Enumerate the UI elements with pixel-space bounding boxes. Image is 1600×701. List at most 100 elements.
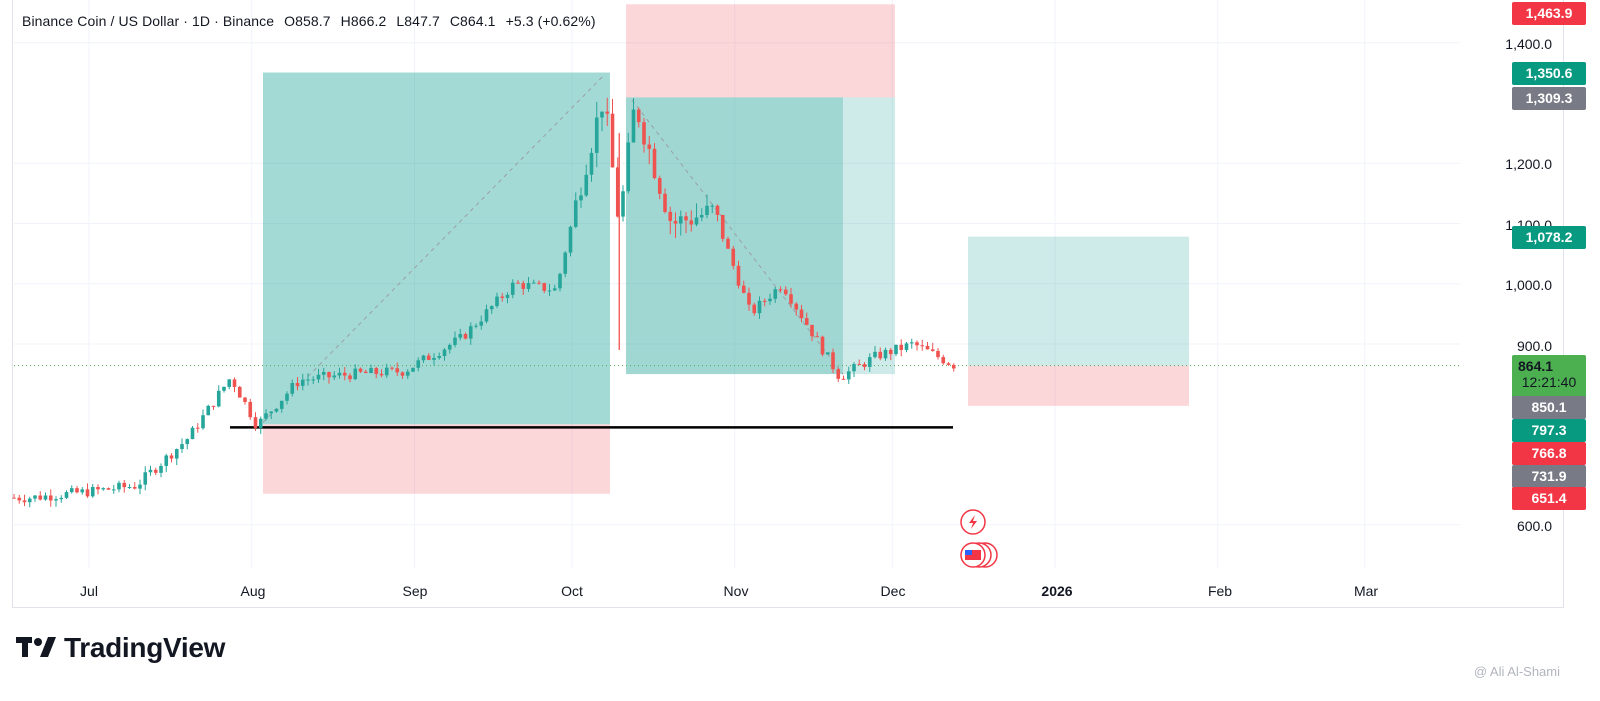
author-watermark: @ Ali Al-Shami — [1473, 664, 1560, 679]
x-tick-sep: Sep — [402, 583, 428, 599]
candle-body — [27, 498, 32, 503]
candle-body — [684, 216, 688, 221]
candle-body — [348, 375, 352, 380]
candle-body — [547, 290, 552, 292]
candle-body — [416, 360, 421, 368]
long-position-target-zone — [263, 72, 610, 425]
candle-body — [489, 306, 494, 310]
candle-body — [384, 367, 389, 376]
candle-body — [437, 355, 442, 358]
candle-body — [883, 349, 888, 359]
candle-body — [300, 379, 305, 386]
candle-body — [920, 345, 925, 347]
candle-body — [531, 282, 536, 284]
y-tick-1200: 1,200.0 — [1505, 156, 1552, 172]
x-tick-oct: Oct — [561, 583, 583, 599]
candle-body — [568, 226, 573, 253]
candle-body — [358, 368, 363, 372]
candle-body — [237, 386, 242, 398]
candle-body — [951, 364, 956, 369]
candle-body — [636, 109, 641, 123]
y-tick-1000: 1,000.0 — [1505, 277, 1552, 293]
chart-pane[interactable] — [12, 0, 1564, 608]
candle-body — [127, 486, 132, 488]
candle-body — [174, 449, 179, 459]
candle-body — [227, 379, 232, 387]
candle-body — [279, 400, 284, 409]
candle-body — [332, 375, 337, 378]
candle-body — [447, 344, 452, 350]
candle-body — [631, 109, 636, 143]
candle-body — [663, 193, 667, 212]
candle-body — [689, 220, 694, 225]
candle-body — [327, 371, 331, 378]
candle-body — [395, 368, 400, 373]
candle-body — [48, 495, 53, 501]
candle-body — [38, 495, 43, 500]
candle-body — [668, 211, 673, 221]
candle-body — [363, 371, 368, 374]
candle-body — [505, 294, 510, 298]
candle-body — [836, 369, 841, 379]
candle-body — [33, 495, 37, 499]
candle-body — [899, 344, 904, 350]
candle-body — [605, 111, 610, 114]
candle-body — [311, 379, 316, 381]
candle-body — [783, 289, 788, 295]
candle-body — [510, 282, 515, 295]
candle-body — [615, 167, 620, 217]
candle-body — [699, 214, 704, 218]
tradingview-logo[interactable]: TradingView — [16, 632, 225, 664]
candle-body — [264, 413, 268, 419]
candle-body — [337, 372, 342, 376]
candle-body — [216, 390, 221, 407]
tradingview-wordmark: TradingView — [64, 632, 226, 663]
candle-body — [306, 379, 310, 381]
candle-body — [862, 364, 867, 367]
candle-body — [621, 191, 625, 217]
candle-body — [579, 195, 583, 201]
us-flag-events-icon — [960, 542, 998, 568]
candle-body — [752, 304, 757, 314]
chart-legend: Binance Coin / US Dollar · 1D · Binance … — [22, 13, 602, 29]
candle-body — [64, 492, 69, 498]
legend-open: O858.7 — [284, 13, 331, 29]
candle-body — [610, 113, 615, 168]
candle-body — [762, 300, 767, 302]
y-tick-1400: 1,400.0 — [1505, 36, 1552, 52]
candle-body — [804, 318, 809, 325]
candle-body — [930, 349, 935, 351]
candle-body — [59, 497, 64, 500]
candle-body — [269, 411, 274, 414]
candle-body — [495, 296, 499, 307]
candle-body — [852, 364, 856, 372]
candle-body — [500, 296, 505, 298]
candle-body — [17, 497, 22, 501]
candle-body — [594, 117, 599, 153]
y-tick-900: 900.0 — [1516, 338, 1552, 354]
candle-body — [584, 174, 589, 196]
legend-symbol: Binance Coin / US Dollar · 1D · Binance — [22, 13, 275, 29]
candle-body — [153, 469, 158, 473]
short-position-target-zone — [626, 97, 895, 375]
candle-body — [201, 415, 205, 429]
candle-body — [164, 455, 169, 466]
candle-body — [474, 325, 478, 327]
candle-body — [946, 363, 951, 365]
candle-body — [694, 217, 699, 225]
price-label-target-1350: 1,350.6 — [1512, 62, 1586, 85]
candle-body — [274, 408, 279, 412]
candle-body — [647, 144, 652, 149]
candle-body — [148, 469, 153, 473]
last-price-label: 864.1 12:21:40 — [1512, 355, 1586, 400]
candle-body — [206, 405, 211, 416]
candle-body — [12, 497, 16, 499]
candle-body — [442, 349, 447, 356]
candle-body — [248, 401, 253, 418]
candle-body — [642, 122, 646, 145]
candle-body — [390, 367, 394, 369]
candle-body — [726, 238, 730, 249]
x-tick-2026: 2026 — [1041, 583, 1073, 599]
candle-body — [831, 352, 835, 370]
